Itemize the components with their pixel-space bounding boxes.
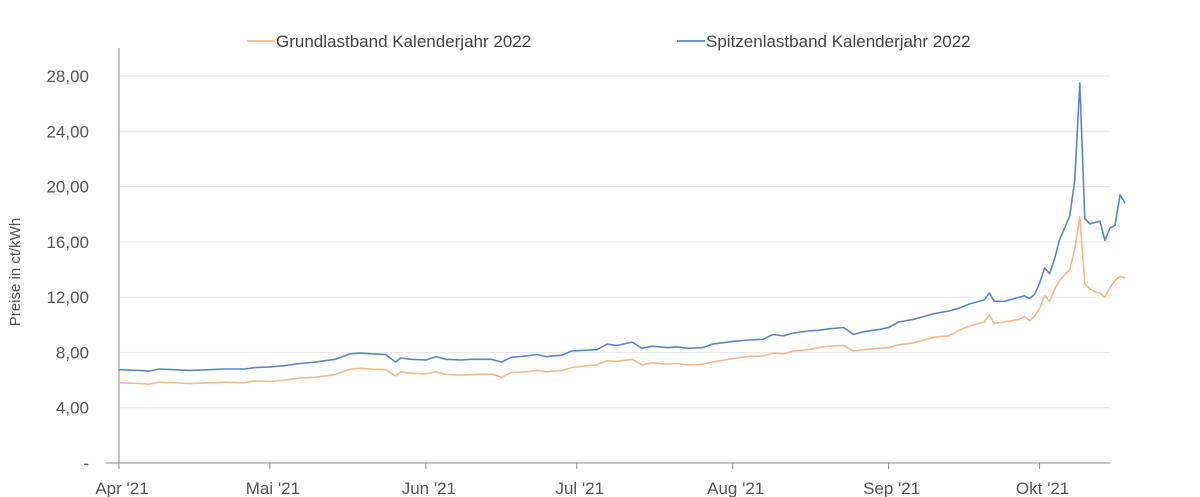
series-lines	[118, 82, 1126, 385]
grid-lines	[119, 75, 1110, 409]
y-tick-label: 12,00	[46, 288, 89, 307]
series-line-grundlast	[118, 216, 1126, 385]
y-tick-label: 28,00	[46, 67, 89, 86]
y-axis-label: Preise in ct/kWh	[7, 218, 24, 326]
y-tick-label: 16,00	[46, 233, 89, 252]
x-tick-label: Sep '21	[863, 479, 920, 497]
x-tick-label: Jul '21	[555, 479, 604, 497]
y-tick-label: 24,00	[46, 122, 89, 141]
x-tick-label: Okt '21	[1016, 479, 1069, 497]
x-tick-label: Aug '21	[707, 479, 764, 497]
legend: Grundlastband Kalenderjahr 2022 Spitzenla…	[247, 32, 971, 51]
x-tick-label: Mai '21	[246, 479, 300, 497]
axes	[106, 48, 1110, 464]
y-tick-label: 20,00	[46, 178, 89, 197]
x-axis-ticks: Apr '21 Mai '21 Jun '21 Jul '21 Aug '21 Sep '…	[95, 463, 1069, 497]
legend-label: Spitzenlastband Kalenderjahr 2022	[706, 32, 971, 51]
x-tick-label: Apr '21	[95, 479, 148, 497]
legend-label: Grundlastband Kalenderjahr 2022	[276, 32, 531, 51]
y-axis-ticks: - 4,00 8,00 12,00 16,00 20,00 24,00 28,00	[46, 67, 89, 473]
y-tick-label: 4,00	[56, 399, 89, 418]
y-tick-label: 8,00	[56, 343, 89, 362]
x-tick-label: Jun '21	[402, 479, 456, 497]
series-line-spitzenlast	[118, 82, 1126, 372]
y-tick-label: -	[83, 454, 89, 473]
